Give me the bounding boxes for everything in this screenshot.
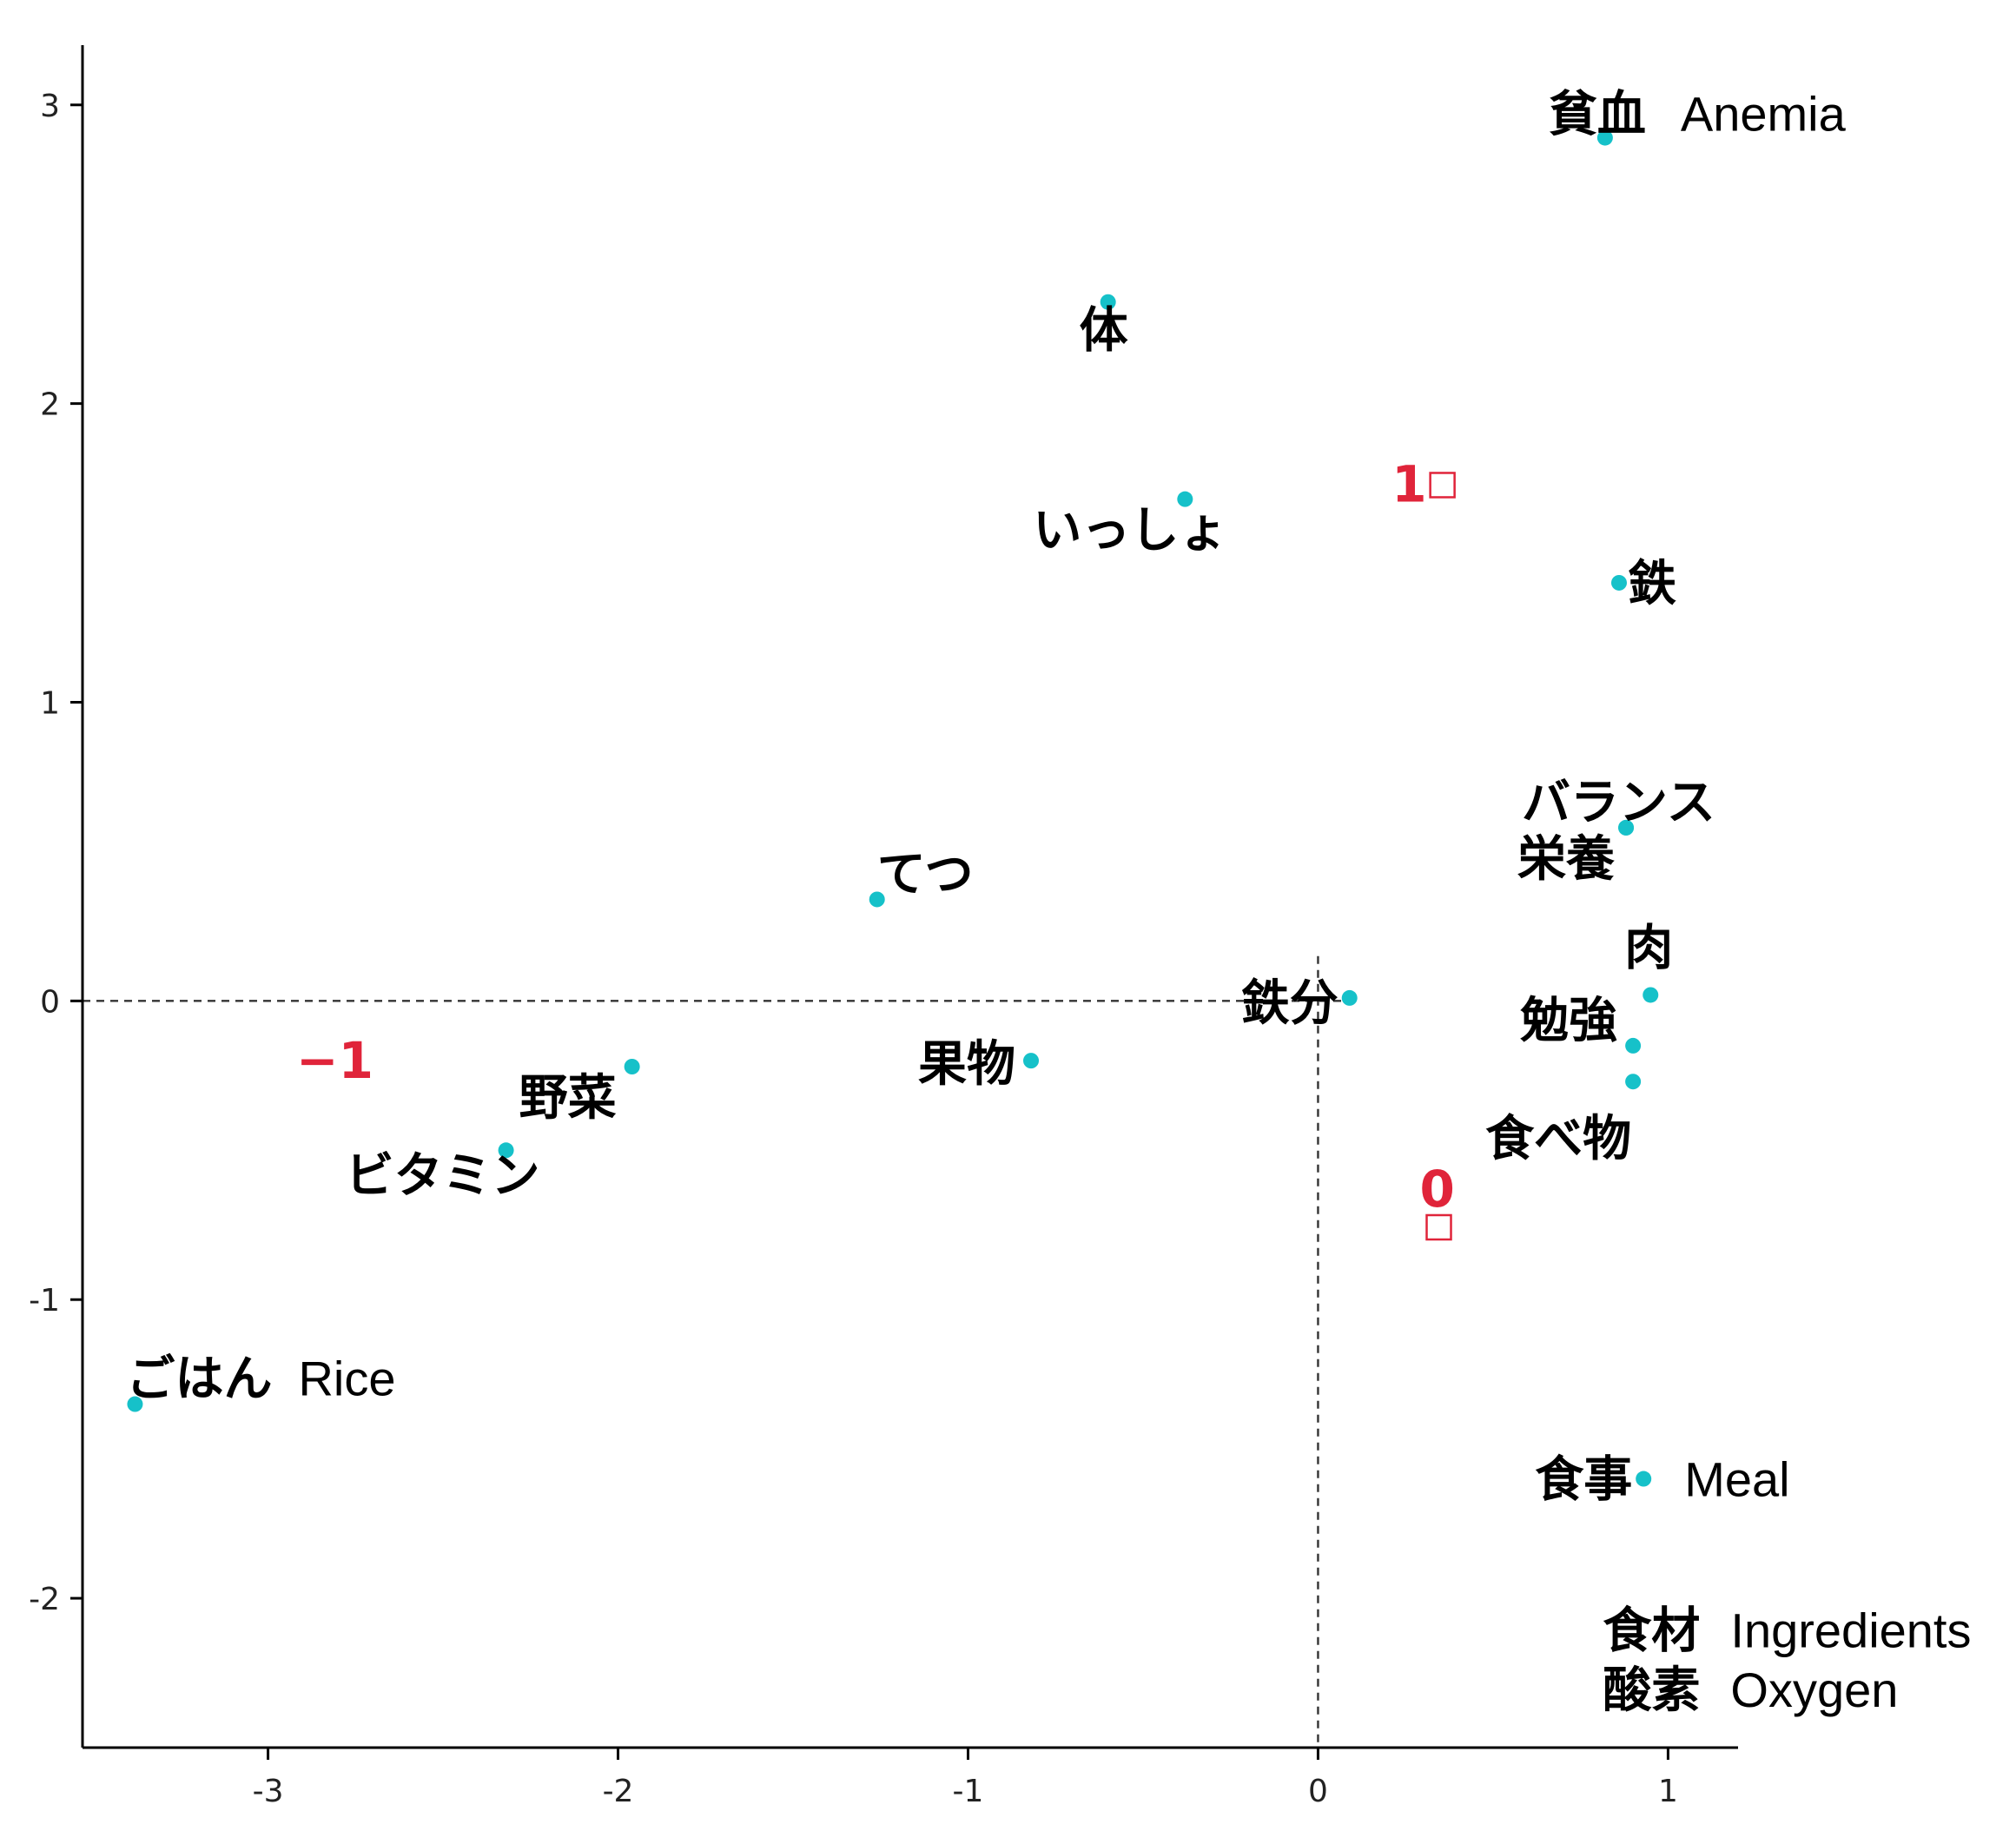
- group-marker-square: [1425, 1213, 1452, 1241]
- word-label: 食事: [1535, 1452, 1632, 1509]
- word-label: 鉄: [1628, 556, 1676, 612]
- translation-label: Meal: [1684, 1452, 1789, 1507]
- translation-label: Oxygen: [1730, 1662, 1898, 1717]
- translation-label: Anemia: [1681, 87, 1847, 142]
- data-point: [1643, 987, 1659, 1003]
- group-label: 0: [1420, 1160, 1455, 1219]
- x-tick-label: -3: [253, 1774, 284, 1809]
- y-tick-label: 0: [40, 984, 60, 1020]
- group-markers: 1 0 −1: [296, 454, 1456, 1241]
- word-label: バランス: [1522, 775, 1715, 831]
- y-tick-label: -2: [29, 1582, 60, 1617]
- x-tick-label: -2: [603, 1774, 634, 1809]
- word-label: 食べ物: [1485, 1111, 1631, 1167]
- group-label: −1: [296, 1031, 373, 1090]
- x-tick-label: 1: [1658, 1774, 1678, 1809]
- word-label: 酸素: [1603, 1662, 1700, 1719]
- word-label: 栄養: [1517, 831, 1616, 888]
- y-axis-ticks: -2 -1 0 1 2 3: [29, 89, 83, 1617]
- data-point: [1341, 989, 1358, 1006]
- word-label: いっしょ: [1033, 503, 1227, 559]
- word-label: 肉: [1624, 920, 1673, 976]
- data-point: [1625, 1037, 1642, 1054]
- data-point: [1177, 491, 1193, 507]
- word-label: ビタミン: [346, 1147, 540, 1204]
- word-label: 勉強: [1520, 993, 1617, 1049]
- group-label: 1: [1391, 454, 1426, 513]
- data-point: [1596, 129, 1613, 146]
- data-point: [1625, 1074, 1642, 1090]
- y-tick-label: -1: [29, 1283, 60, 1319]
- data-point: [498, 1142, 514, 1159]
- data-point: [1636, 1471, 1652, 1487]
- x-axis-ticks: -3 -2 -1 0 1: [253, 1748, 1678, 1809]
- word-label: 食材: [1603, 1603, 1700, 1659]
- x-tick-label: 0: [1308, 1774, 1328, 1809]
- translation-label: Ingredients: [1730, 1603, 1971, 1657]
- word-label: 貧血: [1549, 87, 1646, 143]
- x-tick-label: -1: [953, 1774, 984, 1809]
- data-point: [127, 1396, 143, 1412]
- y-tick-label: 1: [40, 685, 60, 721]
- word-label: 鉄分: [1241, 975, 1338, 1032]
- data-point: [1023, 1053, 1040, 1069]
- data-point: [869, 891, 885, 908]
- word-label: ごはん: [126, 1352, 272, 1408]
- y-tick-label: 3: [40, 89, 60, 124]
- translation-label: Rice: [298, 1352, 395, 1406]
- data-point: [1618, 819, 1635, 836]
- word-label: てつ: [877, 846, 974, 902]
- word-label: 野菜: [519, 1070, 617, 1127]
- y-tick-label: 2: [40, 387, 60, 423]
- data-point: [1100, 294, 1116, 310]
- data-point: [624, 1059, 640, 1074]
- group-marker-square: [1429, 472, 1456, 499]
- word-label: 果物: [918, 1036, 1015, 1093]
- word-label: 体: [1080, 303, 1128, 360]
- data-point: [1610, 574, 1627, 591]
- data-points: [127, 129, 1659, 1487]
